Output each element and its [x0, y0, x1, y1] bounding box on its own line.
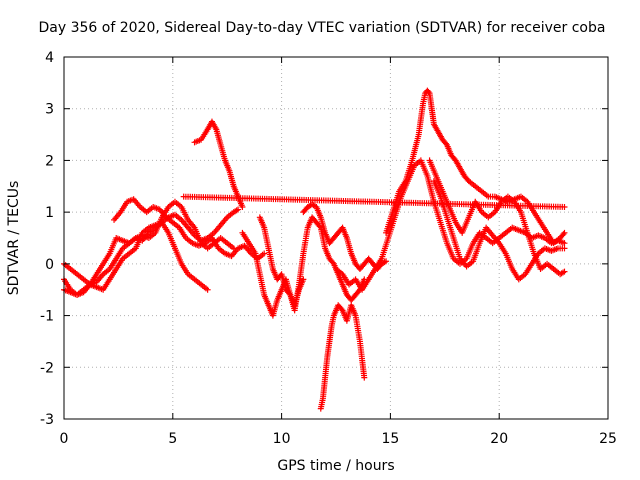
- x-tick-label: 20: [490, 431, 508, 447]
- y-tick-label: -3: [40, 412, 54, 428]
- y-tick-label: 0: [45, 257, 54, 273]
- series-track-4: [111, 196, 268, 262]
- series-track-9: [317, 302, 368, 412]
- series-track-13: [430, 178, 568, 283]
- x-tick-label: 15: [381, 431, 399, 447]
- x-tick-label: 5: [168, 431, 177, 447]
- data-point: [316, 223, 323, 230]
- y-tick-label: -1: [40, 309, 54, 325]
- series-track-11: [383, 87, 568, 247]
- series-outliers: [180, 193, 568, 210]
- y-tick-label: 3: [45, 102, 54, 118]
- y-axis-label: SDTVAR / TECUs: [6, 181, 22, 296]
- series-track-2: [61, 219, 211, 293]
- series-track-5: [191, 118, 246, 210]
- data-point: [361, 374, 368, 381]
- series-track-10: [333, 157, 568, 293]
- y-tick-label: 4: [45, 50, 54, 66]
- y-tick-label: 1: [45, 205, 54, 221]
- x-tick-labels: 0 5 10 15 20 25: [60, 431, 617, 447]
- data-point: [204, 286, 211, 293]
- x-tick-label: 0: [60, 431, 69, 447]
- series-track-12: [426, 157, 568, 278]
- data-point: [286, 290, 293, 297]
- data-point: [239, 203, 246, 210]
- data-point: [300, 276, 307, 283]
- axis-ticks: [63, 56, 609, 420]
- x-tick-label: 10: [273, 431, 291, 447]
- data-point: [235, 206, 242, 213]
- data-point: [383, 258, 390, 265]
- data-point: [561, 203, 568, 210]
- data-point: [560, 231, 567, 238]
- data-point: [561, 268, 568, 275]
- data-point: [338, 306, 345, 313]
- data-point: [261, 250, 268, 257]
- x-tick-label: 25: [599, 431, 617, 447]
- data-point: [561, 229, 568, 236]
- data-point: [561, 245, 568, 252]
- data-point: [329, 259, 336, 266]
- data-point: [561, 240, 568, 247]
- plot-frame: [63, 56, 609, 420]
- data-points: [61, 87, 568, 412]
- y-tick-label: 2: [45, 153, 54, 169]
- chart-title: Day 356 of 2020, Sidereal Day-to-day VTE…: [39, 20, 606, 36]
- y-tick-label: -2: [40, 360, 54, 376]
- series-track-8: [300, 201, 390, 273]
- y-tick-labels: -3 -2 -1 0 1 2 3 4: [40, 50, 54, 428]
- data-point: [425, 88, 432, 95]
- data-point: [355, 288, 362, 295]
- data-point: [442, 140, 449, 147]
- x-axis-label: GPS time / hours: [277, 458, 394, 474]
